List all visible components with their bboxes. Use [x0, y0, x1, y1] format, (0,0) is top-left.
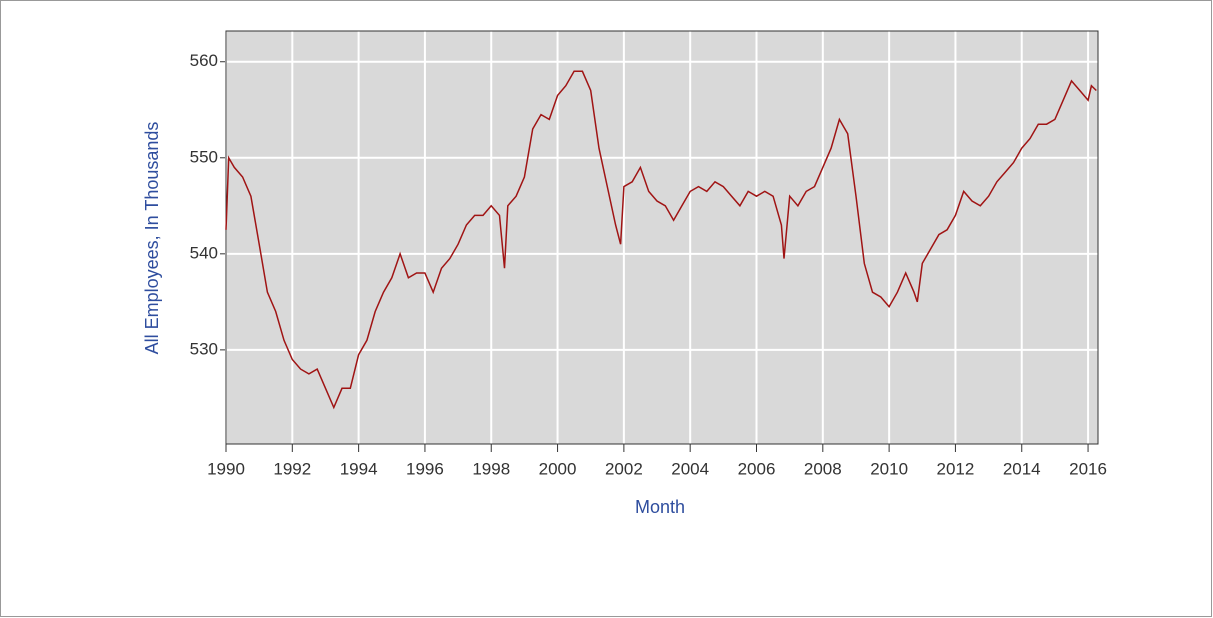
y-tick-label: 530: [190, 339, 218, 358]
x-tick-label: 2002: [605, 459, 643, 478]
x-tick-label: 2012: [937, 459, 975, 478]
x-tick-label: 2008: [804, 459, 842, 478]
y-axis-label: All Employees, In Thousands: [142, 122, 162, 355]
x-tick-label: 2016: [1069, 459, 1107, 478]
x-tick-label: 2006: [738, 459, 776, 478]
plot-border: [225, 30, 1099, 445]
x-tick-label: 2014: [1003, 459, 1041, 478]
plot-area: [226, 31, 1098, 444]
x-tick-label: 2010: [870, 459, 908, 478]
x-axis-label: Month: [635, 497, 685, 517]
x-tick-label: 2004: [671, 459, 709, 478]
y-tick-label: 560: [190, 51, 218, 70]
x-tick-label: 1994: [340, 459, 378, 478]
x-tick-label: 1998: [472, 459, 510, 478]
x-tick-label: 1996: [406, 459, 444, 478]
x-tick-label: 1990: [207, 459, 245, 478]
x-tick-label: 2000: [539, 459, 577, 478]
line: [225, 70, 1097, 410]
y-tick-label: 550: [190, 147, 218, 166]
x-tick-label: 1992: [273, 459, 311, 478]
y-tick-label: 540: [190, 243, 218, 262]
